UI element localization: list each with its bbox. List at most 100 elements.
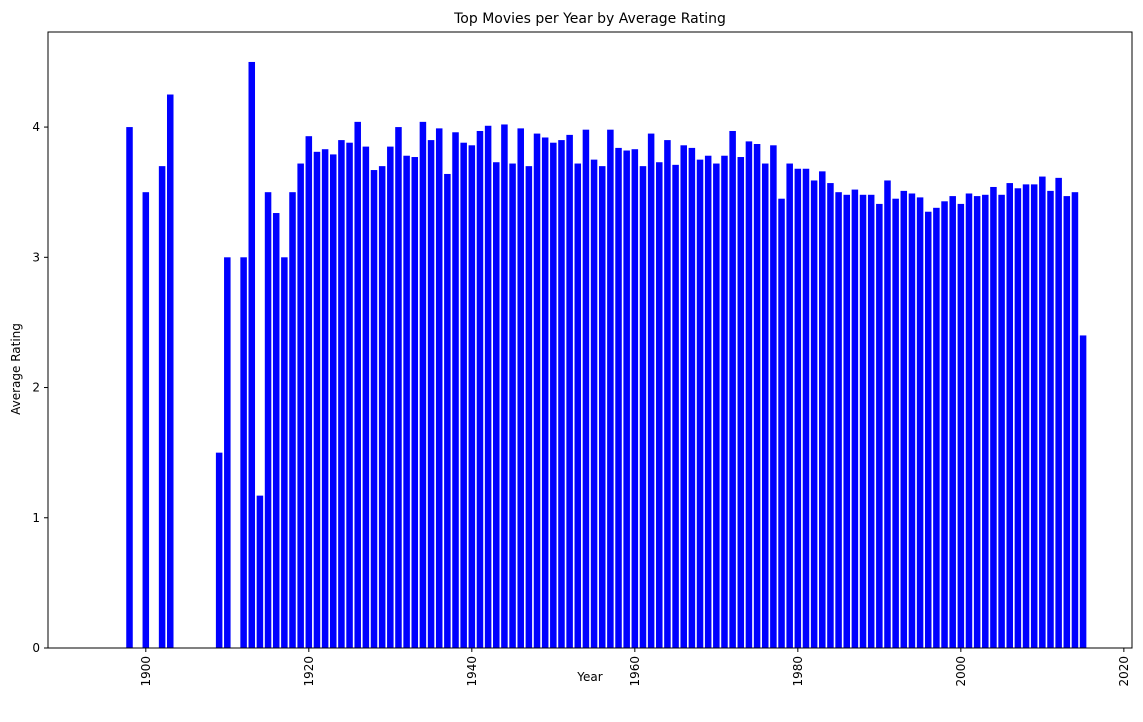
- bar-1914: [256, 495, 264, 648]
- bar-1932: [403, 155, 410, 648]
- bar-1930: [387, 146, 394, 648]
- bar-1944: [501, 124, 508, 649]
- bar-2004: [990, 186, 997, 648]
- bar-2002: [973, 196, 981, 648]
- bar-1993: [900, 190, 908, 648]
- bar-1913: [248, 61, 256, 648]
- bar-1989: [867, 194, 875, 648]
- bar-1966: [680, 145, 687, 649]
- bar-1951: [558, 140, 565, 648]
- bar-1999: [949, 196, 956, 648]
- bar-1922: [321, 149, 329, 649]
- bar-1984: [827, 183, 834, 648]
- y-tick-label: 4: [32, 120, 40, 134]
- bar-1939: [460, 142, 467, 648]
- x-tick-label: 2020: [1117, 656, 1131, 687]
- bar-1988: [859, 194, 867, 648]
- bar-1926: [354, 121, 361, 648]
- bar-1960: [631, 149, 639, 649]
- bar-1910: [224, 257, 231, 648]
- bar-1933: [411, 157, 419, 648]
- bar-1957: [607, 129, 614, 648]
- bar-2009: [1030, 184, 1038, 649]
- bars-group: [126, 61, 1087, 649]
- bar-1921: [313, 151, 321, 648]
- bar-1912: [240, 257, 247, 648]
- bar-1991: [884, 180, 891, 648]
- bar-1953: [574, 163, 582, 648]
- plot-frame: [47, 31, 1133, 649]
- bar-1955: [590, 159, 598, 648]
- bar-1923: [330, 154, 337, 648]
- bar-1982: [810, 180, 818, 648]
- bar-1931: [395, 127, 402, 649]
- bar-1965: [672, 164, 679, 648]
- bar-2008: [1022, 184, 1030, 649]
- bar-1981: [802, 168, 810, 648]
- bar-1938: [452, 132, 459, 649]
- bar-1915: [264, 192, 272, 649]
- x-tick-label: 1920: [302, 656, 316, 687]
- bar-1936: [435, 128, 443, 649]
- bar-1977: [770, 145, 777, 649]
- bar-1937: [444, 173, 451, 648]
- y-tick-label: 2: [32, 381, 40, 395]
- bar-1973: [737, 157, 745, 648]
- bar-2014: [1071, 192, 1079, 649]
- bar-1947: [525, 166, 533, 649]
- x-tick-label: 1980: [791, 656, 805, 687]
- bar-1927: [362, 146, 370, 648]
- bar-1969: [704, 155, 712, 648]
- bar-1929: [378, 166, 386, 649]
- bar-2003: [982, 194, 989, 648]
- bar-1949: [541, 137, 549, 648]
- bar-2011: [1047, 190, 1054, 648]
- bar-1968: [696, 159, 704, 648]
- bar-2007: [1014, 188, 1022, 649]
- bar-1935: [427, 140, 435, 648]
- bar-1974: [745, 141, 753, 648]
- bar-1950: [550, 142, 557, 648]
- bar-1994: [908, 193, 916, 648]
- bar-1990: [876, 203, 883, 648]
- bar-1945: [509, 163, 516, 648]
- bar-2010: [1039, 176, 1046, 648]
- bar-2013: [1063, 196, 1071, 648]
- bar-1925: [346, 142, 353, 648]
- bar-1898: [126, 127, 133, 649]
- bar-1919: [297, 163, 304, 648]
- bar-1964: [664, 140, 671, 648]
- bar-1983: [819, 171, 826, 649]
- bar-1967: [688, 147, 696, 648]
- y-tick-label: 0: [32, 641, 40, 655]
- bar-1985: [835, 192, 842, 649]
- bar-1978: [778, 198, 785, 648]
- bar-1920: [305, 136, 313, 649]
- bar-1997: [933, 207, 940, 648]
- bar-1918: [289, 192, 296, 649]
- bar-1902: [158, 166, 166, 649]
- bar-1942: [484, 125, 492, 648]
- bar-1941: [476, 130, 484, 648]
- chart-title: Top Movies per Year by Average Rating: [453, 11, 726, 27]
- bar-1940: [468, 145, 476, 649]
- bar-1934: [419, 121, 427, 648]
- bar-1946: [517, 128, 524, 649]
- bar-2015: [1079, 335, 1087, 648]
- bar-1980: [794, 168, 802, 648]
- bar-2005: [998, 194, 1005, 648]
- bar-1971: [721, 155, 728, 648]
- bar-1987: [851, 189, 859, 648]
- bar-1959: [623, 150, 630, 648]
- bar-1903: [166, 94, 174, 649]
- bar-1963: [656, 162, 663, 649]
- y-axis-ticks: 0 1 2 3 4: [32, 120, 48, 655]
- bar-1961: [639, 166, 647, 649]
- bar-1900: [142, 192, 150, 649]
- bar-1958: [615, 147, 622, 648]
- x-tick-label: 1940: [465, 656, 479, 687]
- bar-1956: [598, 166, 606, 649]
- bar-2012: [1055, 177, 1062, 648]
- bar-1948: [533, 133, 541, 648]
